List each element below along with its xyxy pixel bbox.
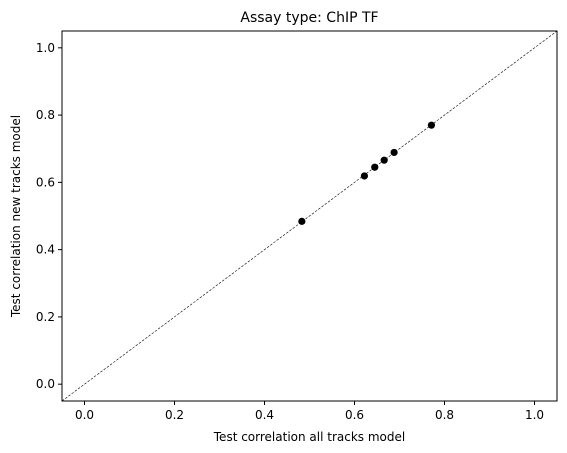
y-axis-label: Test correlation new tracks model xyxy=(9,115,23,318)
x-tick-label: 0.4 xyxy=(255,408,274,422)
data-points xyxy=(298,121,436,225)
y-tick-label: 1.0 xyxy=(36,41,55,55)
data-point xyxy=(371,163,379,171)
y-tick-label: 0.2 xyxy=(36,310,55,324)
data-point xyxy=(360,172,368,180)
x-axis-label: Test correlation all tracks model xyxy=(213,430,405,444)
data-point xyxy=(380,156,388,164)
identity-reference-line xyxy=(61,30,558,402)
y-tick-label: 0.4 xyxy=(36,243,55,257)
data-point xyxy=(427,121,436,129)
y-axis-ticks: 0.0 0.2 0.4 0.6 0.8 1.0 xyxy=(36,41,62,391)
data-point xyxy=(390,148,398,157)
y-tick-label: 0.0 xyxy=(36,377,55,391)
y-tick-label: 0.8 xyxy=(36,108,55,122)
x-tick-label: 0.0 xyxy=(75,408,94,422)
y-tick-label: 0.6 xyxy=(36,175,55,189)
data-point xyxy=(298,217,306,225)
chart-title: Assay type: ChIP TF xyxy=(240,10,378,26)
x-axis-ticks: 0.0 0.2 0.4 0.6 0.8 1.0 xyxy=(75,401,544,422)
x-tick-label: 1.0 xyxy=(525,408,544,422)
x-tick-label: 0.8 xyxy=(435,408,454,422)
plot-frame xyxy=(61,30,558,402)
x-tick-label: 0.6 xyxy=(345,408,364,422)
x-tick-label: 0.2 xyxy=(165,408,184,422)
